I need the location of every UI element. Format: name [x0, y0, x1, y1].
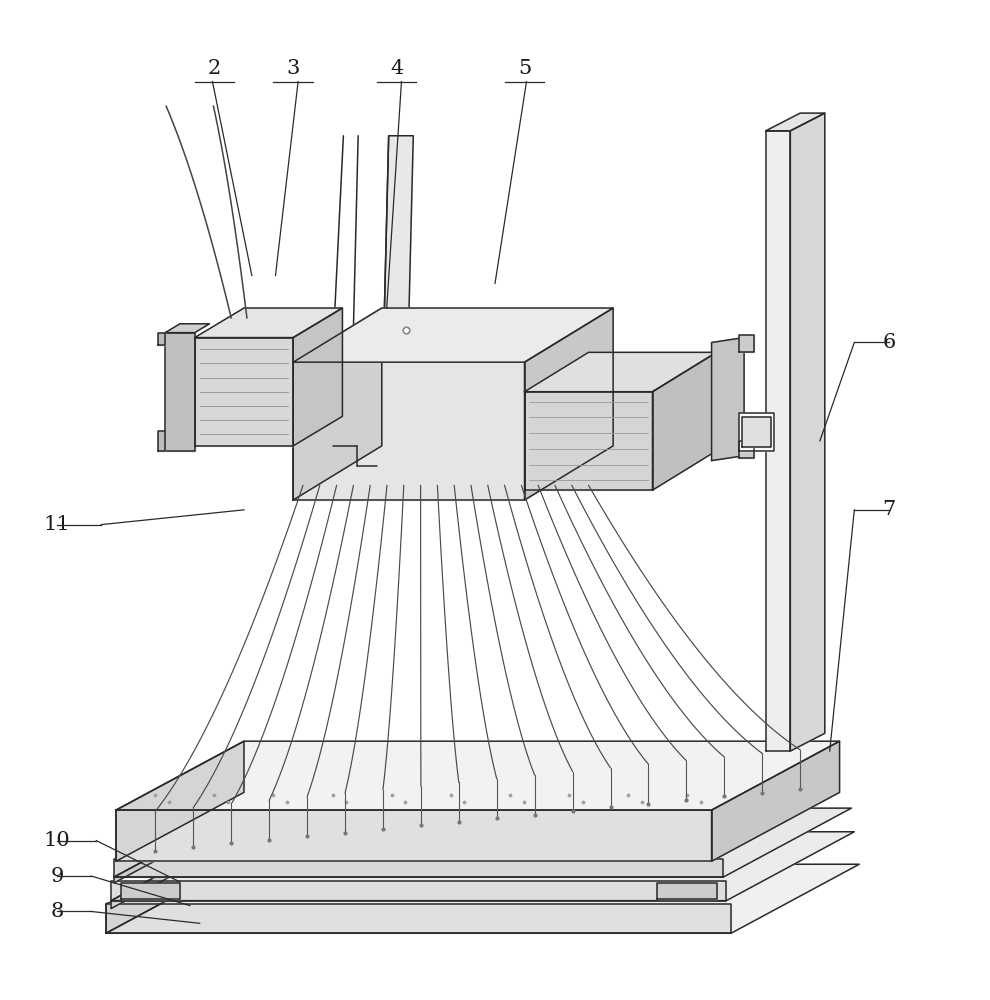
Polygon shape	[114, 808, 242, 883]
Polygon shape	[652, 352, 717, 490]
Polygon shape	[765, 131, 790, 751]
Text: 7: 7	[882, 500, 895, 519]
Polygon shape	[106, 864, 859, 933]
Polygon shape	[742, 417, 770, 447]
Polygon shape	[293, 308, 613, 362]
Polygon shape	[740, 441, 754, 458]
Polygon shape	[158, 333, 165, 345]
Polygon shape	[765, 113, 825, 131]
Polygon shape	[165, 333, 195, 451]
Text: 8: 8	[50, 902, 63, 921]
Polygon shape	[106, 864, 234, 933]
Text: 6: 6	[882, 333, 895, 352]
Polygon shape	[740, 335, 754, 352]
Polygon shape	[111, 832, 854, 901]
Polygon shape	[106, 904, 732, 933]
Polygon shape	[293, 308, 343, 446]
Polygon shape	[165, 324, 210, 333]
Text: 10: 10	[44, 831, 70, 850]
Polygon shape	[111, 881, 727, 901]
Polygon shape	[195, 308, 343, 338]
Polygon shape	[790, 113, 825, 751]
Polygon shape	[712, 338, 744, 461]
Polygon shape	[525, 308, 613, 500]
Polygon shape	[158, 431, 165, 451]
Text: 2: 2	[208, 59, 221, 78]
Polygon shape	[116, 810, 712, 861]
Polygon shape	[525, 392, 652, 490]
Polygon shape	[740, 413, 773, 451]
Polygon shape	[293, 308, 382, 500]
Polygon shape	[116, 741, 840, 810]
Polygon shape	[712, 741, 840, 861]
Polygon shape	[195, 338, 293, 446]
Polygon shape	[114, 859, 724, 877]
Polygon shape	[293, 362, 525, 500]
Text: 11: 11	[44, 515, 70, 534]
Text: 5: 5	[518, 59, 532, 78]
Text: 4: 4	[390, 59, 403, 78]
Polygon shape	[293, 473, 569, 500]
Text: 3: 3	[286, 59, 300, 78]
Polygon shape	[384, 136, 413, 336]
Text: 9: 9	[50, 867, 63, 886]
Polygon shape	[116, 741, 244, 861]
Polygon shape	[114, 808, 851, 877]
Polygon shape	[111, 832, 239, 909]
Polygon shape	[121, 883, 180, 899]
Polygon shape	[657, 883, 717, 899]
Polygon shape	[525, 352, 717, 392]
